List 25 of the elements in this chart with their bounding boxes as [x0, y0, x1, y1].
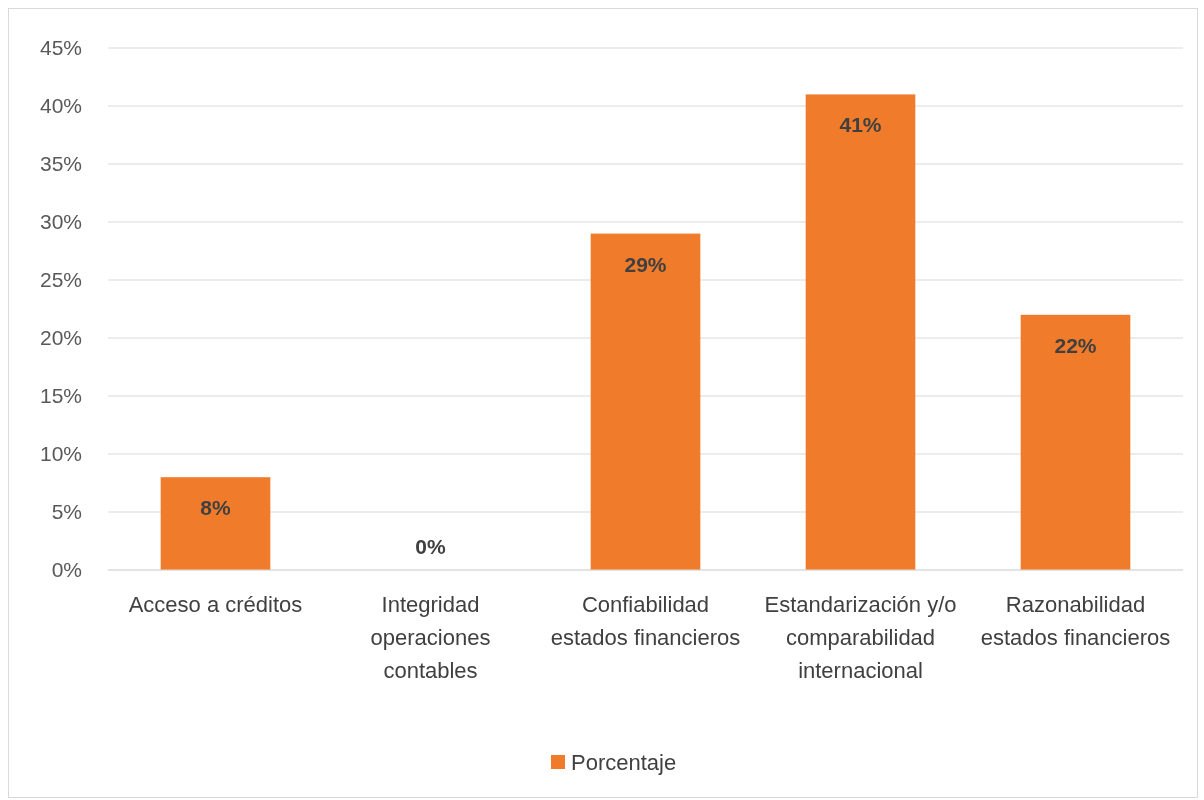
y-tick-label: 15% [39, 384, 82, 408]
x-tick-label: Confiabilidad estados financieros [550, 592, 741, 650]
bar [160, 477, 271, 570]
y-tick-label: 30% [39, 210, 82, 234]
text: 41% [839, 113, 882, 137]
bar [805, 94, 916, 570]
y-tick-label: 45% [39, 36, 82, 60]
text: 0% [415, 535, 446, 558]
text: 8% [200, 496, 231, 520]
y-tick-label: 10% [39, 442, 82, 466]
x-tick-label: Razonabilidad estados financieros [980, 592, 1171, 650]
y-tick-label: 35% [39, 152, 82, 176]
legend-label: Porcentaje [571, 750, 677, 775]
bar [590, 233, 701, 570]
x-tick-label: Acceso a créditos [128, 592, 303, 617]
text: 29% [624, 252, 667, 276]
y-tick-label: 25% [39, 268, 82, 292]
x-tick-label: Integridad operaciones contables [370, 592, 491, 683]
text: 22% [1054, 333, 1097, 357]
bar [1020, 314, 1131, 570]
y-tick-label: 5% [51, 500, 82, 524]
y-tick-label: 20% [39, 326, 82, 350]
y-tick-label: 0% [51, 558, 82, 582]
x-tick-label: Estandarización y/o comparabilidad internacional [764, 592, 957, 683]
y-tick-label: 40% [39, 94, 82, 118]
